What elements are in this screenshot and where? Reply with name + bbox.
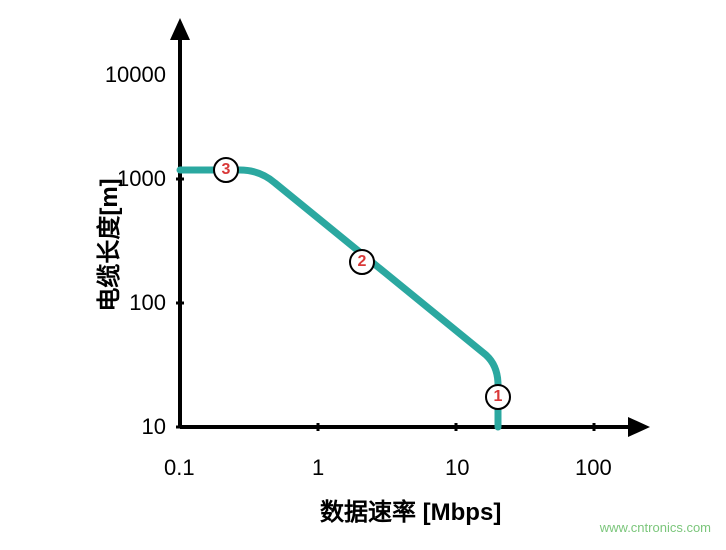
- x-axis-label: 数据速率 [Mbps]: [320, 492, 501, 527]
- x-axis-arrow: [628, 417, 650, 437]
- marker-label: 3: [222, 161, 231, 179]
- marker-1: 1: [485, 384, 511, 410]
- marker-2: 2: [349, 249, 375, 275]
- y-axis-arrow: [170, 18, 190, 40]
- data-line: [180, 170, 498, 427]
- y-tick-label: 10000: [86, 62, 166, 88]
- y-axis-label: 电缆长度[m]: [89, 178, 124, 311]
- x-tick-label: 100: [575, 455, 612, 481]
- chart-container: 10 100 1000 10000 0.1 1 10 100 电缆长度[m] 数…: [0, 0, 726, 545]
- marker-label: 1: [494, 388, 503, 406]
- x-tick-label: 10: [445, 455, 469, 481]
- watermark: www.cntronics.com: [600, 520, 711, 535]
- x-tick-label: 1: [312, 455, 324, 481]
- marker-3: 3: [213, 157, 239, 183]
- marker-label: 2: [358, 253, 367, 271]
- x-tick-label: 0.1: [164, 455, 195, 481]
- y-tick-label: 10: [86, 414, 166, 440]
